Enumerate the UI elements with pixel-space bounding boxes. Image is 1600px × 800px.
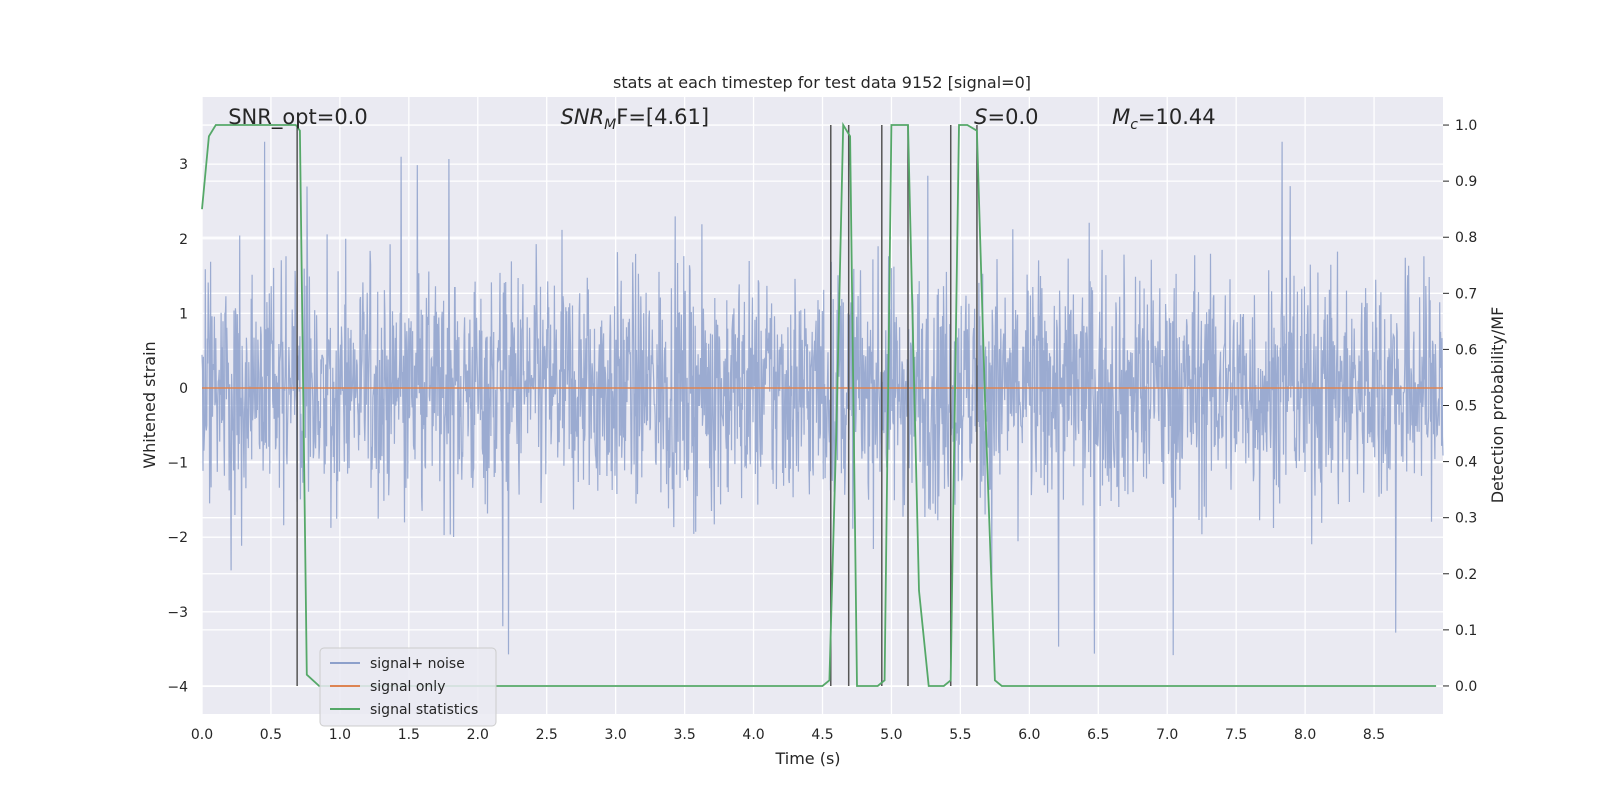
y-tick-label: −1 — [167, 456, 188, 472]
annotation: SNR_opt=0.0 — [228, 105, 368, 130]
x-tick-label: 4.0 — [742, 727, 764, 743]
signal-noise-line — [201, 141, 1444, 656]
x-tick-label: 8.0 — [1294, 727, 1316, 743]
chart-title: stats at each timestep for test data 915… — [613, 73, 1031, 92]
x-tick-label: 5.5 — [949, 727, 971, 743]
annotations: SNR_opt=0.0 SNRMF=[4.61] S=0.0 Mc=10.44 — [228, 105, 1215, 133]
legend-box — [319, 647, 497, 727]
y2-tick-label: 0.6 — [1455, 342, 1477, 358]
y2-tick-label: 0.0 — [1455, 679, 1477, 695]
y-axis-label: Whitened strain — [140, 341, 159, 468]
x-tick-label: 6.0 — [1018, 727, 1040, 743]
y-axis-ticks: 3 2 1 0 −1 −2 −3 −4 — [167, 157, 188, 695]
x-tick-label: 3.0 — [605, 727, 627, 743]
y-tick-label: 1 — [179, 306, 188, 322]
y2-tick-label: 0.3 — [1455, 511, 1477, 527]
annotation: Mc=10.44 — [1112, 105, 1216, 133]
x-tick-label: 8.5 — [1363, 727, 1385, 743]
annotation: S=0.0 — [974, 105, 1038, 129]
y2-tick-label: 0.5 — [1455, 399, 1477, 415]
y-tick-label: 3 — [179, 157, 188, 173]
y2-axis-label: Detection probability/MF — [1488, 307, 1507, 504]
y2-axis-ticks: 1.0 0.9 0.8 0.7 0.6 0.5 0.4 0.3 0.2 0.1 0.0 — [1443, 118, 1477, 695]
y2-tick-label: 0.7 — [1455, 286, 1477, 302]
vertical-markers — [296, 125, 978, 686]
y2-tick-label: 0.8 — [1455, 230, 1477, 246]
x-tick-label: 7.5 — [1225, 727, 1247, 743]
y2-tick-label: 0.2 — [1455, 567, 1477, 583]
x-tick-label: 0.5 — [260, 727, 282, 743]
x-tick-label: 0.0 — [191, 727, 213, 743]
y-tick-label: −3 — [167, 605, 188, 621]
x-tick-label: 5.0 — [880, 727, 902, 743]
x-tick-label: 7.0 — [1156, 727, 1178, 743]
x-tick-label: 3.5 — [673, 727, 695, 743]
x-tick-label: 1.5 — [398, 727, 420, 743]
x-axis-label: Time (s) — [774, 749, 840, 768]
annotation: SNRMF=[4.61] — [561, 105, 710, 133]
x-tick-label: 6.5 — [1087, 727, 1109, 743]
x-tick-label: 2.0 — [467, 727, 489, 743]
y-tick-label: −4 — [167, 679, 188, 695]
x-tick-label: 4.5 — [811, 727, 833, 743]
y2-tick-label: 0.4 — [1455, 455, 1477, 471]
y-tick-label: 2 — [179, 232, 188, 248]
legend-label-signal-only: signal only — [370, 679, 445, 695]
legend-label-signal-statistics: signal statistics — [370, 702, 478, 718]
y2-tick-label: 1.0 — [1455, 118, 1477, 134]
y-tick-label: 0 — [179, 381, 188, 397]
signal-statistics-line — [201, 121, 1437, 687]
legend-label-signal-noise: signal+ noise — [370, 656, 465, 672]
y2-tick-label: 0.9 — [1455, 174, 1477, 190]
x-axis-ticks: 0.0 0.5 1.0 1.5 2.0 2.5 3.0 3.5 4.0 4.5 5.0 5.5 6.0 6… — [191, 727, 1385, 743]
x-tick-label: 2.5 — [536, 727, 558, 743]
signal-noise-series — [201, 141, 1444, 656]
signal-statistics-series — [201, 121, 1437, 687]
legend: signal+ noise signal only signal statist… — [319, 647, 497, 727]
y2-tick-label: 0.1 — [1455, 623, 1477, 639]
y-tick-label: −2 — [167, 530, 188, 546]
x-tick-label: 1.0 — [329, 727, 351, 743]
